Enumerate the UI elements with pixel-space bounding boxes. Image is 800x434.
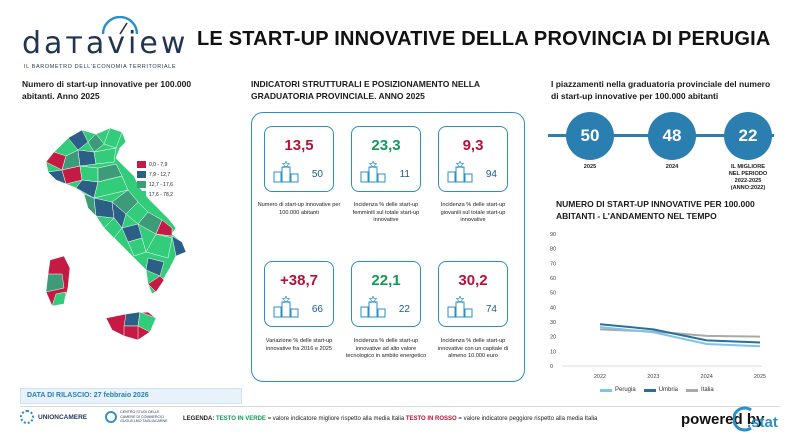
podium-icon <box>447 161 473 183</box>
powered-by-label: powered by <box>681 411 765 428</box>
indicator-rank: 94 <box>485 169 497 180</box>
indicator-rank: 11 <box>399 169 410 180</box>
indicator-card: 13,5 50 <box>264 126 334 192</box>
legend-label: 12,7 - 17,6 <box>149 181 173 188</box>
trend-legend: Perugia Umbria Italia <box>600 387 722 393</box>
ranking-section-title: I piazzamenti nella graduatoria provinci… <box>551 79 771 101</box>
indicator-rank: 74 <box>485 304 497 315</box>
trend-section-title: NUMERO DI START-UP INNOVATIVE PER 100.00… <box>556 199 755 221</box>
indicator-value: 30,2 <box>458 272 488 289</box>
y-tick-label: 30 <box>550 320 556 326</box>
legend-item-perugia: Perugia <box>600 387 636 393</box>
color-legend-note: LEGENDA: TESTO IN VERDE = valore indicat… <box>183 416 598 422</box>
indicator-description: Variazione % delle start-up innovative f… <box>265 338 333 352</box>
footer-divider <box>20 406 780 407</box>
trend-line-chart: 0 10 20 30 40 50 60 70 80 90 2022 2023 2024 2025 <box>550 232 766 380</box>
dataview-logo: daтaview IL BAROMETRO DELL'ECONOMIA TERR… <box>22 12 185 70</box>
y-tick-label: 10 <box>550 349 556 355</box>
series-line-perugia <box>599 326 761 348</box>
indicator-card: 23,3 11 <box>351 126 421 192</box>
legend-label: 0,0 - 7,9 <box>149 161 168 168</box>
y-tick-label: 90 <box>550 232 556 238</box>
podium-icon <box>360 296 386 318</box>
unioncamere-logo: UNIONCAMERE <box>20 410 87 424</box>
indicator-value: +38,7 <box>280 272 318 289</box>
indicator-description: Incidenza % delle start-up giovanili sul… <box>440 202 506 224</box>
rank-label-2025: 2025 <box>583 164 597 170</box>
y-tick-label: 50 <box>550 291 556 297</box>
legend-label: Italia <box>701 387 714 393</box>
legend-swatch <box>137 161 146 168</box>
indicator-value: 22,1 <box>371 272 401 289</box>
indicator-description: Incidenza % delle start-up femminili sul… <box>352 202 420 224</box>
centro-studi-icon <box>105 411 118 423</box>
indicator-card: +38,7 66 <box>264 261 334 327</box>
rank-circle-2024: 48 <box>648 112 696 160</box>
indicator-description: Incidenza % delle start-up innovative co… <box>437 338 509 360</box>
legend-item: 0,0 - 7,9 <box>137 160 173 169</box>
partner-logos: UNIONCAMERE CENTRO STUDI DELLE CAMERE DI… <box>20 410 168 424</box>
indicator-value: 23,3 <box>371 137 401 154</box>
logo-subtitle: IL BAROMETRO DELL'ECONOMIA TERRITORIALE <box>24 64 177 70</box>
y-tick-label: 70 <box>550 261 556 267</box>
x-tick-label: 2023 <box>647 374 659 380</box>
release-date-box: DATA DI RILASCIO: 27 febbraio 2026 <box>20 388 242 404</box>
legend-label: Perugia <box>615 387 636 393</box>
x-tick-label: 2022 <box>594 374 606 380</box>
legend-item: 17,6 - 78,2 <box>137 190 173 199</box>
podium-icon <box>447 296 473 318</box>
legend-item-italia: Italia <box>686 387 714 393</box>
indicator-card: 9,3 94 <box>438 126 508 192</box>
legend-label: 7,9 - 12,7 <box>149 171 171 178</box>
page-title: LE START-UP INNOVATIVE DELLA PROVINCIA D… <box>197 28 771 50</box>
indicator-card: 30,2 74 <box>438 261 508 327</box>
rank-circle-best: 22 <box>724 112 772 160</box>
rank-label-best: IL MIGLIORE NEL PERIODO 2022-2025 (ANNO:… <box>728 164 768 191</box>
unioncamere-icon <box>20 410 34 424</box>
indicator-card: 22,1 22 <box>351 261 421 327</box>
legend-swatch <box>137 181 146 188</box>
indicator-value: 13,5 <box>284 137 314 154</box>
podium-icon <box>273 296 299 318</box>
logo-arc-icon <box>101 16 139 35</box>
indicator-value: 9,3 <box>462 137 484 154</box>
legend-swatch <box>137 171 146 178</box>
rank-label-2024: 2024 <box>665 164 679 170</box>
podium-icon <box>273 161 299 183</box>
cstat-logo: .stat <box>733 406 778 432</box>
rank-circle-2025: 50 <box>566 112 614 160</box>
indicator-description: Incidenza % delle start-up innovative ad… <box>345 338 427 360</box>
legend-item: 12,7 - 17,6 <box>137 180 173 189</box>
legend-swatch <box>643 388 656 392</box>
legend-swatch <box>686 388 699 392</box>
indicator-rank: 66 <box>311 304 323 315</box>
legend-item: 7,9 - 12,7 <box>137 170 173 179</box>
indicator-description: Numero di start-up innovative per 100.00… <box>257 202 341 216</box>
indicator-rank: 50 <box>311 169 323 180</box>
map-legend: 0,0 - 7,9 7,9 - 12,7 12,7 - 17,6 17,6 - … <box>137 160 173 200</box>
centro-studi-logo: CENTRO STUDI DELLE CAMERE DI COMMERCIO G… <box>105 410 168 424</box>
legend-swatch <box>600 388 612 392</box>
italy-choropleth-map <box>45 127 187 341</box>
y-tick-label: 0 <box>550 364 553 370</box>
y-tick-label: 20 <box>550 335 556 341</box>
legend-swatch <box>137 191 146 198</box>
podium-icon <box>360 161 386 183</box>
y-tick-label: 80 <box>550 247 556 253</box>
x-tick-label: 2025 <box>754 374 766 380</box>
legend-item-umbria: Umbria <box>643 387 679 393</box>
cstat-text: .stat <box>747 414 778 431</box>
x-tick-label: 2024 <box>701 374 713 380</box>
legend-label: Umbria <box>658 387 679 393</box>
map-section-title: Numero di start-up innovative per 100.00… <box>22 79 192 101</box>
indicator-rank: 22 <box>398 304 410 315</box>
series-line-umbria <box>599 323 761 344</box>
y-tick-label: 40 <box>550 305 556 311</box>
legend-label: 17,6 - 78,2 <box>149 191 173 198</box>
y-tick-label: 60 <box>550 276 556 282</box>
logo-word: daтaview <box>22 26 189 61</box>
indicators-section-title: INDICATORI STRUTTURALI E POSIZIONAMENTO … <box>251 79 481 101</box>
